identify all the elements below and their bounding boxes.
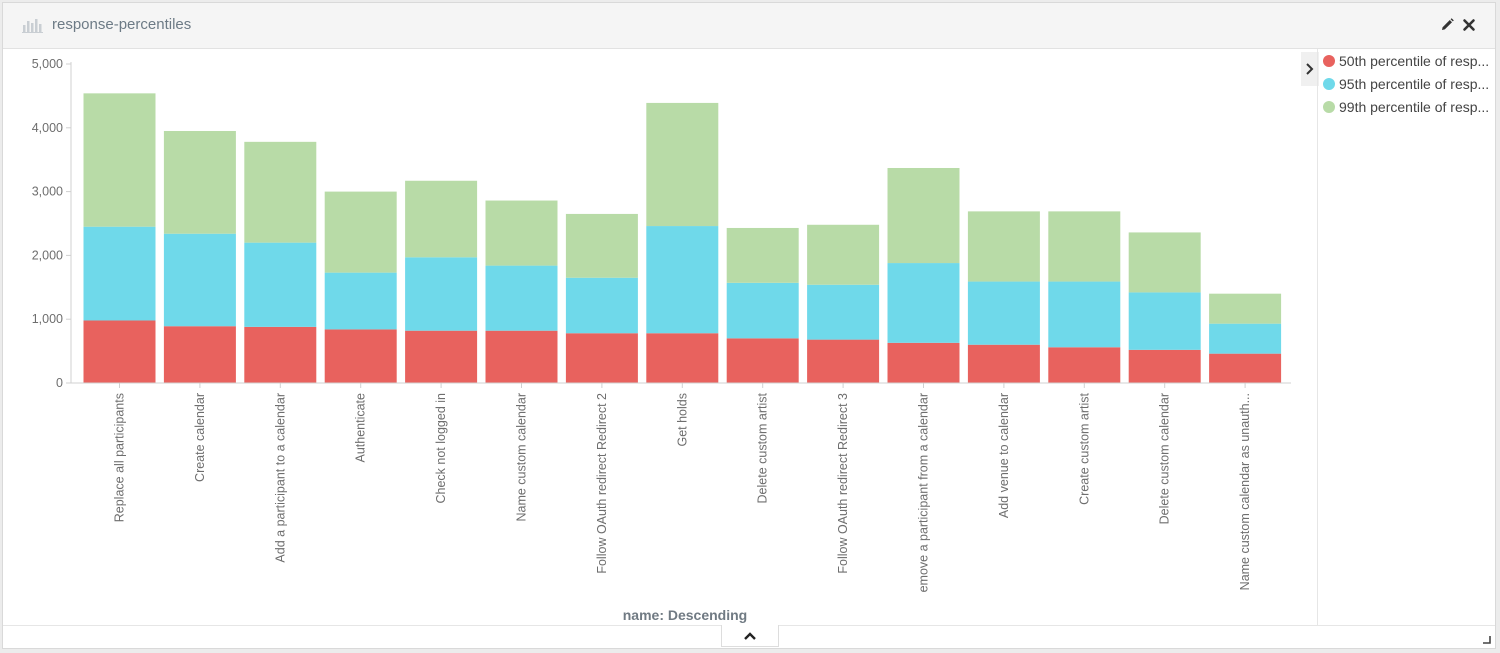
bar-segment bbox=[485, 330, 558, 383]
bar-segment bbox=[485, 200, 558, 266]
x-tick-label: Add a participant to a calendar bbox=[273, 393, 287, 563]
legend-item-p50[interactable]: 50th percentile of resp... bbox=[1323, 53, 1497, 73]
y-tick-label: 0 bbox=[56, 376, 63, 390]
bar-segment bbox=[726, 227, 799, 283]
resize-corner-icon[interactable] bbox=[1481, 634, 1491, 644]
bar-segment bbox=[807, 339, 880, 383]
chart-legend: 50th percentile of resp... 95th percenti… bbox=[1317, 49, 1497, 625]
bar-segment bbox=[887, 263, 960, 343]
stacked-bar-chart: 0 1,000 2,000 3,000 4,000 5,000 Replace all pa… bbox=[32, 57, 1291, 623]
x-tick-label: Add venue to calendar bbox=[997, 393, 1011, 518]
y-tick-label: 1,000 bbox=[32, 312, 63, 326]
bar-segment bbox=[1128, 349, 1201, 383]
collapse-button[interactable] bbox=[721, 625, 779, 647]
y-tick-label: 3,000 bbox=[32, 185, 63, 199]
bar-segment bbox=[244, 141, 317, 243]
legend-label: 95th percentile of resp... bbox=[1339, 76, 1490, 92]
x-tick-label: Delete custom artist bbox=[756, 392, 770, 503]
legend-item-p95[interactable]: 95th percentile of resp... bbox=[1323, 76, 1497, 96]
close-icon[interactable] bbox=[1461, 17, 1477, 33]
bar-segment bbox=[405, 257, 478, 331]
bar-segment bbox=[565, 277, 638, 334]
bar-segment bbox=[1209, 323, 1282, 354]
bar-segment bbox=[83, 93, 156, 227]
legend-swatch bbox=[1323, 78, 1335, 90]
bar-segment bbox=[646, 333, 719, 383]
bar-segment bbox=[244, 242, 317, 327]
bar-segment bbox=[1128, 232, 1201, 293]
bar-segment bbox=[405, 330, 478, 383]
x-tick-label: Follow OAuth redirect Redirect 2 bbox=[595, 393, 609, 574]
x-tick-label: Name custom calendar as unauth... bbox=[1238, 393, 1252, 590]
bar-segment bbox=[324, 191, 397, 273]
bar-segment bbox=[807, 284, 880, 340]
bar-segment bbox=[1128, 292, 1201, 350]
bar-segment bbox=[163, 233, 236, 327]
pencil-icon[interactable] bbox=[1439, 17, 1455, 33]
y-tick-label: 4,000 bbox=[32, 121, 63, 135]
legend-item-p99[interactable]: 99th percentile of resp... bbox=[1323, 99, 1497, 119]
chevron-up-icon bbox=[744, 632, 756, 640]
bar-segment bbox=[324, 272, 397, 330]
x-tick-label: Follow OAuth redirect Redirect 3 bbox=[836, 393, 850, 574]
legend-label: 50th percentile of resp... bbox=[1339, 53, 1490, 69]
panel-title: response-percentiles bbox=[52, 16, 192, 33]
bar-segment bbox=[887, 167, 960, 264]
bar-segment bbox=[83, 226, 156, 321]
bar-segment bbox=[1048, 347, 1121, 383]
bar-segment bbox=[967, 281, 1040, 345]
bar-segment bbox=[1209, 353, 1282, 383]
bar-segment bbox=[1048, 211, 1121, 282]
x-tick-label: Name custom calendar bbox=[515, 393, 529, 522]
x-tick-label: Replace all participants bbox=[113, 393, 127, 522]
legend-toggle-button[interactable] bbox=[1301, 52, 1319, 86]
bar-segment bbox=[244, 326, 317, 383]
legend-swatch bbox=[1323, 101, 1335, 113]
bar-segment bbox=[726, 282, 799, 339]
x-tick-label: Create calendar bbox=[193, 393, 207, 482]
x-tick-label: Delete custom calendar bbox=[1158, 393, 1172, 524]
bar-segment bbox=[967, 211, 1040, 282]
panel-header: response-percentiles bbox=[3, 3, 1495, 49]
bar-segment bbox=[726, 338, 799, 383]
x-tick-label: Check not logged in bbox=[434, 393, 448, 504]
y-tick-label: 5,000 bbox=[32, 57, 63, 71]
bar-segment bbox=[405, 180, 478, 258]
bar-segment bbox=[565, 333, 638, 383]
x-tick-label: Get holds bbox=[675, 393, 689, 447]
x-tick-label: Create custom artist bbox=[1077, 392, 1091, 504]
bar-segment bbox=[646, 102, 719, 227]
bar-segment bbox=[1048, 281, 1121, 348]
bar-segment bbox=[163, 130, 236, 234]
y-tick-label: 2,000 bbox=[32, 248, 63, 262]
legend-label: 99th percentile of resp... bbox=[1339, 99, 1490, 115]
bar-segment bbox=[807, 224, 880, 285]
chevron-right-icon bbox=[1306, 63, 1314, 75]
bar-segment bbox=[646, 226, 719, 334]
bar-segment bbox=[83, 320, 156, 383]
x-axis-title: name: Descending bbox=[623, 607, 747, 623]
bar-segment bbox=[163, 326, 236, 383]
bar-segment bbox=[565, 213, 638, 278]
x-tick-label: Authenticate bbox=[354, 393, 368, 463]
bar-segment bbox=[324, 329, 397, 383]
legend-swatch bbox=[1323, 55, 1335, 67]
bar-chart-icon bbox=[22, 19, 43, 33]
bar-segment bbox=[967, 344, 1040, 383]
bar-segment bbox=[1209, 293, 1282, 324]
bar-segment bbox=[887, 342, 960, 383]
x-tick-label: emove a participant from a calendar bbox=[917, 393, 931, 592]
bar-segment bbox=[485, 265, 558, 331]
